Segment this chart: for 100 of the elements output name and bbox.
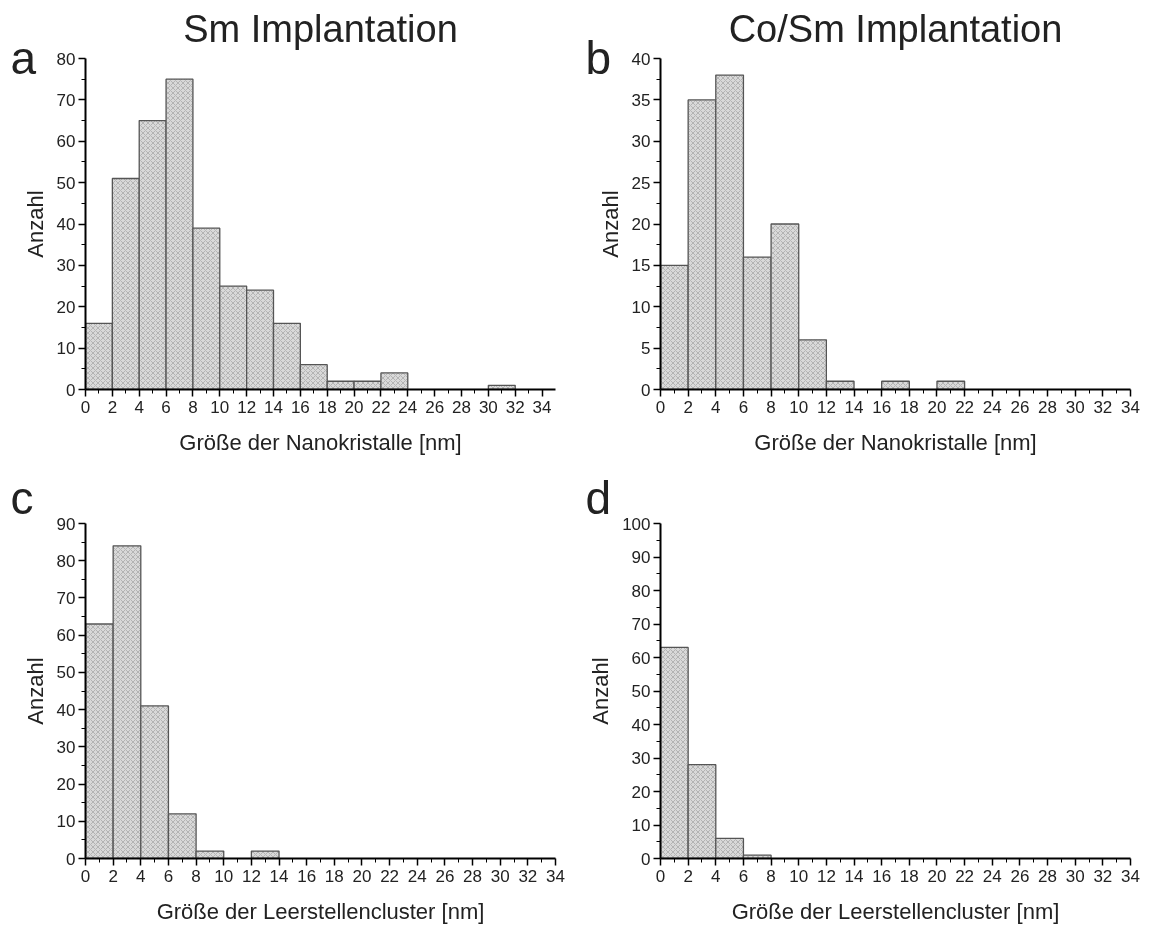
- x-tick-label: 34: [546, 866, 565, 886]
- y-tick-label: 80: [56, 49, 76, 69]
- x-tick-label: 0: [80, 866, 91, 886]
- x-tick-label: 2: [107, 397, 118, 417]
- text: c: [10, 471, 34, 524]
- x-tick-label: 28: [463, 866, 483, 886]
- x-tick-label: 2: [683, 397, 693, 417]
- y-axis-title: Anzahl: [588, 657, 614, 725]
- y-tick-label: 40: [56, 700, 76, 720]
- x-tick-label: 30: [1065, 397, 1085, 417]
- x-tick-label: 24: [982, 397, 1002, 417]
- x-tick-label: 12: [241, 866, 261, 886]
- x-tick-label: 12: [816, 866, 836, 886]
- x-tick-label: 20: [344, 397, 364, 417]
- x-tick-label: 14: [844, 397, 864, 417]
- x-tick-label: 26: [1010, 866, 1030, 886]
- x-tick-label: 14: [844, 866, 864, 886]
- y-tick-label: 10: [56, 812, 76, 832]
- x-tick-label: 22: [371, 397, 391, 417]
- x-tick-label: 12: [816, 397, 836, 417]
- y-tick-label: 60: [56, 132, 76, 152]
- y-tick-label: 15: [631, 256, 651, 276]
- x-tick-label: 22: [955, 397, 975, 417]
- x-tick-label: 16: [872, 397, 892, 417]
- y-tick-label: 50: [56, 663, 76, 683]
- x-tick-label: 8: [766, 866, 776, 886]
- x-tick-label: 28: [1038, 397, 1058, 417]
- y-tick-label: 5: [641, 339, 651, 359]
- x-tick-label: 34: [1121, 397, 1140, 417]
- y-tick-label: 70: [56, 90, 76, 110]
- x-axis-title: Größe der Nanokristalle [nm]: [754, 429, 1037, 455]
- x-tick-label: 22: [955, 866, 975, 886]
- x-tick-label: 24: [982, 866, 1002, 886]
- text: b: [585, 31, 612, 84]
- y-axis-title: Anzahl: [22, 657, 48, 725]
- x-tick-label: 10: [789, 866, 809, 886]
- x-tick-label: 10: [789, 397, 809, 417]
- x-tick-label: 16: [290, 397, 310, 417]
- x-tick-label: 26: [425, 397, 445, 417]
- x-tick-label: 6: [163, 866, 174, 886]
- y-tick-label: 25: [631, 173, 651, 193]
- x-tick-label: 10: [214, 866, 234, 886]
- y-tick-label: 20: [56, 297, 76, 317]
- y-tick-label: 30: [631, 749, 651, 768]
- x-tick-label: 18: [899, 397, 919, 417]
- x-tick-label: 32: [1093, 397, 1113, 417]
- x-axis-title: Größe der Leerstellencluster [nm]: [156, 898, 485, 924]
- y-tick-label: 30: [56, 737, 76, 757]
- chart-title: Co/Sm Implantation: [728, 7, 1063, 50]
- y-tick-label: 0: [641, 849, 651, 869]
- chart-title: Sm Implantation: [183, 7, 458, 50]
- x-tick-label: 28: [1038, 866, 1058, 886]
- x-tick-label: 32: [518, 866, 538, 886]
- x-tick-label: 6: [738, 397, 749, 417]
- y-tick-label: 70: [56, 588, 76, 608]
- x-tick-label: 4: [711, 397, 721, 417]
- x-tick-label: 14: [269, 866, 289, 886]
- x-tick-label: 24: [407, 866, 427, 886]
- x-tick-label: 6: [161, 397, 171, 417]
- x-tick-label: 0: [655, 866, 666, 886]
- x-tick-label: 24: [398, 397, 418, 417]
- y-tick-label: 70: [631, 615, 651, 634]
- x-tick-label: 18: [317, 397, 337, 417]
- x-tick-label: 8: [766, 397, 776, 417]
- x-tick-label: 12: [237, 397, 257, 417]
- y-tick-label: 90: [631, 548, 651, 567]
- x-tick-label: 34: [532, 397, 552, 417]
- x-tick-label: 4: [711, 866, 721, 886]
- x-tick-label: 6: [738, 866, 749, 886]
- y-tick-label: 30: [631, 132, 651, 152]
- y-tick-label: 10: [631, 816, 651, 835]
- y-tick-label: 90: [56, 514, 76, 534]
- y-tick-label: 20: [56, 775, 76, 795]
- x-tick-label: 18: [324, 866, 344, 886]
- y-tick-label: 100: [622, 514, 651, 534]
- x-tick-label: 26: [435, 866, 455, 886]
- y-tick-label: 20: [631, 215, 651, 234]
- y-tick-label: 80: [56, 551, 76, 571]
- y-axis-title: Anzahl: [597, 190, 623, 258]
- y-tick-label: 10: [56, 339, 76, 359]
- x-tick-label: 0: [655, 397, 666, 417]
- y-tick-label: 0: [66, 380, 76, 400]
- x-tick-label: 32: [505, 397, 525, 417]
- x-tick-label: 26: [1010, 397, 1030, 417]
- y-tick-label: 60: [631, 648, 651, 668]
- x-axis-title: Größe der Leerstellencluster [nm]: [731, 898, 1060, 924]
- x-tick-label: 8: [188, 397, 198, 417]
- x-tick-label: 0: [80, 397, 91, 417]
- x-tick-label: 32: [1093, 866, 1113, 886]
- x-tick-label: 16: [297, 866, 317, 886]
- x-tick-label: 16: [872, 866, 892, 886]
- x-tick-label: 20: [927, 397, 947, 417]
- x-tick-label: 34: [1121, 866, 1140, 886]
- x-tick-label: 30: [1065, 866, 1085, 886]
- y-axis-title: Anzahl: [22, 190, 48, 258]
- x-tick-label: 4: [136, 866, 146, 886]
- y-tick-label: 40: [56, 215, 76, 234]
- x-tick-label: 4: [134, 397, 144, 417]
- y-tick-label: 35: [631, 90, 651, 110]
- x-tick-label: 10: [210, 397, 230, 417]
